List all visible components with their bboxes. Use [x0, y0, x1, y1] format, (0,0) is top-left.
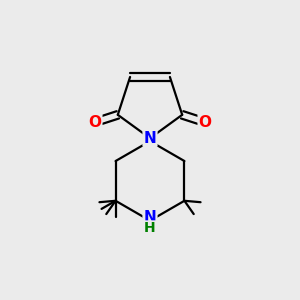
Text: N: N: [144, 131, 156, 146]
Text: O: O: [199, 115, 212, 130]
Text: O: O: [88, 115, 101, 130]
Text: N: N: [144, 210, 156, 225]
Text: H: H: [144, 221, 156, 235]
